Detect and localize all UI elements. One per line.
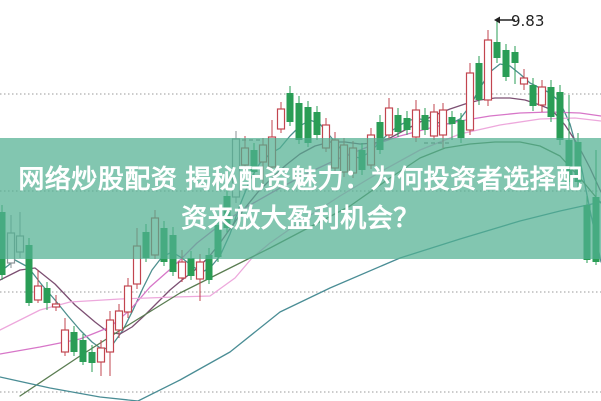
candle-body xyxy=(60,329,70,353)
candle-body xyxy=(177,261,187,279)
candle-body xyxy=(429,111,439,137)
candle-body xyxy=(123,285,133,313)
candle-body xyxy=(537,86,547,106)
candle-body xyxy=(33,285,43,301)
candle-body xyxy=(448,117,456,124)
headline-banner: 网络炒股配资 揭秘配资魅力：为何投资者选择配 资来放大盈利机会？ xyxy=(0,138,601,259)
candle-body xyxy=(483,39,493,101)
candle-body xyxy=(411,109,421,138)
candle-body xyxy=(493,42,501,58)
candle-body xyxy=(529,85,537,106)
candle-body xyxy=(465,72,475,131)
candle-body xyxy=(547,87,555,117)
candle-body xyxy=(105,319,115,353)
candle-body xyxy=(511,52,519,63)
candle-body xyxy=(394,115,402,132)
candle-body xyxy=(421,115,429,130)
candle-body xyxy=(457,120,465,138)
candle-body xyxy=(304,107,312,143)
candle-body xyxy=(187,258,195,276)
candle-body xyxy=(403,118,411,130)
candle-body xyxy=(88,352,96,363)
candle-body xyxy=(556,92,564,140)
candle-body xyxy=(79,340,87,362)
candle-body xyxy=(286,93,294,122)
candle-body xyxy=(475,63,483,100)
candle-body xyxy=(205,255,213,280)
candle-body xyxy=(51,303,61,308)
price-arrow-head xyxy=(494,16,500,24)
candle-body xyxy=(438,109,448,136)
candle-body xyxy=(114,310,124,331)
candle-body xyxy=(376,122,384,150)
candle-body xyxy=(313,112,321,135)
candle-body xyxy=(519,77,529,85)
candle-body xyxy=(43,288,51,303)
price-label: 9.83 xyxy=(511,12,544,30)
candle-body xyxy=(195,261,205,280)
headline-line-2: 资来放大盈利机会？ xyxy=(181,202,420,233)
candle-body xyxy=(502,50,510,77)
candle-body xyxy=(384,107,394,136)
candle-body xyxy=(70,332,78,352)
headline-line-1: 网络炒股配资 揭秘配资魅力：为何投资者选择配 xyxy=(18,163,583,194)
candle-body xyxy=(295,103,303,140)
candle-body xyxy=(25,245,33,303)
candle-body xyxy=(276,108,286,130)
candle-body xyxy=(96,347,106,363)
